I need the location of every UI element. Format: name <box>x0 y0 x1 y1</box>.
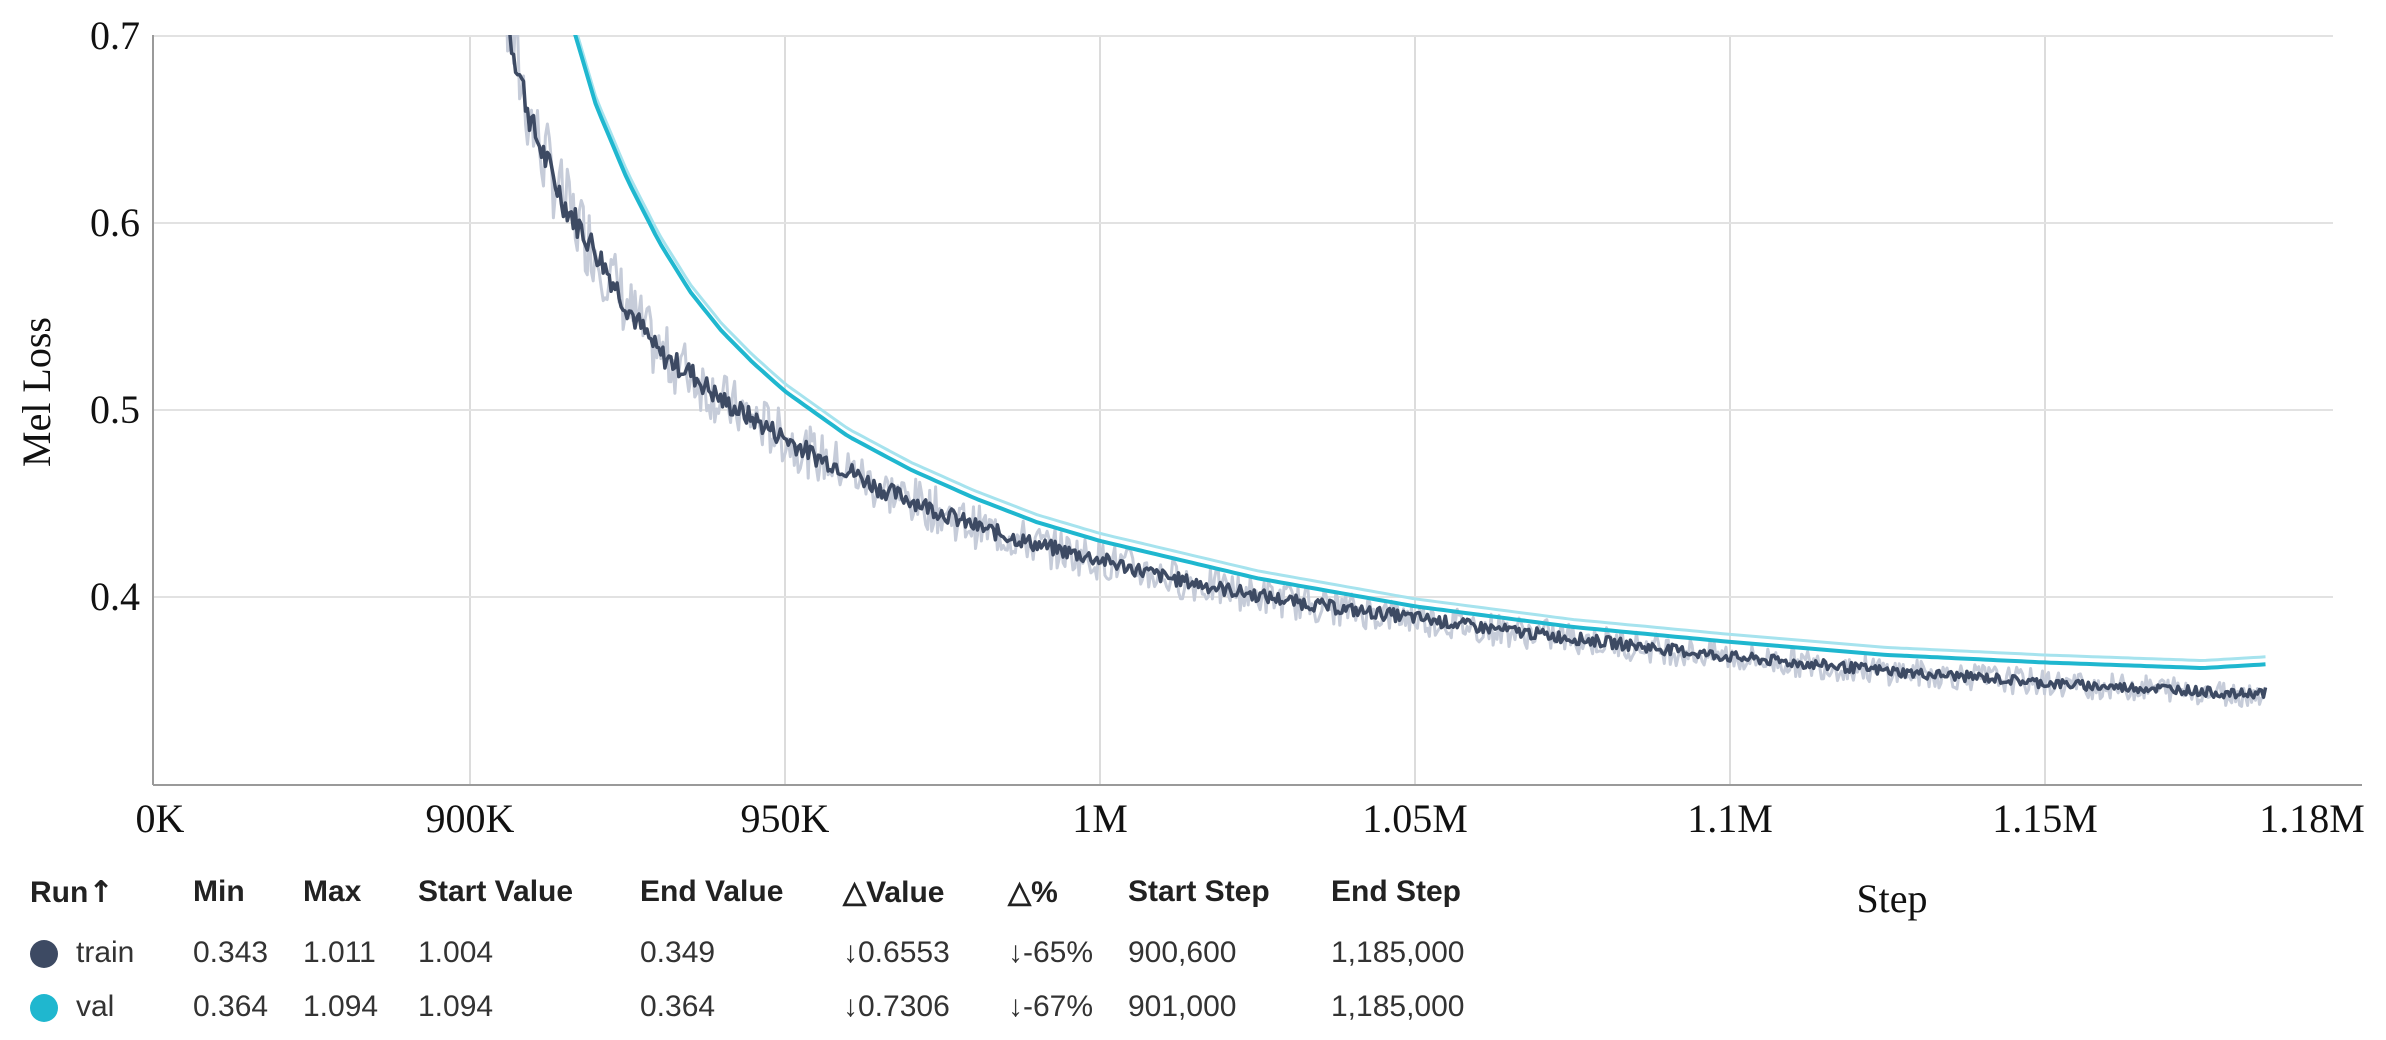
x-tick-label: 1.1M <box>1687 796 1773 841</box>
end-step-cell: 1,185,000 <box>1331 990 1465 1023</box>
end-value-cell: 0.349 <box>640 936 716 969</box>
end-value-cell: 0.364 <box>640 990 716 1023</box>
y-tick-label: 0.5 <box>90 387 140 432</box>
x-tick-labels: 0K 900K 950K 1M 1.05M 1.1M 1.15M 1.18M <box>136 796 2365 841</box>
start-value-cell: 1.004 <box>418 936 494 969</box>
x-tick-label: 0K <box>136 796 185 841</box>
header-start-step: Start Step <box>1128 875 1270 908</box>
header-run[interactable]: Run↑ <box>30 874 114 910</box>
y-tick-label: 0.6 <box>90 200 140 245</box>
end-step-cell: 1,185,000 <box>1331 936 1465 969</box>
series-color-dot <box>30 994 58 1023</box>
delta-value-cell: ↓0.7306 <box>843 990 950 1023</box>
delta-pct-cell: ↓-67% <box>1008 990 1094 1023</box>
delta-value-cell: ↓0.6553 <box>843 936 950 969</box>
series-color-dot <box>30 940 58 969</box>
sort-arrow-icon[interactable]: ↑ <box>88 874 114 910</box>
series-raw-val <box>575 35 2266 662</box>
x-axis-label: Step <box>1856 876 1927 921</box>
table-row[interactable]: train 0.343 1.011 1.004 0.349 ↓0.6553 ↓-… <box>30 926 1531 980</box>
x-tick-label: 950K <box>741 796 830 841</box>
series-line-val <box>573 35 2266 670</box>
x-tick-label: 1M <box>1072 796 1128 841</box>
run-cell[interactable]: val <box>30 980 193 1034</box>
x-tick-label: 1.05M <box>1362 796 1468 841</box>
min-cell: 0.343 <box>193 936 269 969</box>
start-step-cell: 901,000 <box>1128 990 1237 1023</box>
delta-pct-cell: ↓-65% <box>1008 936 1094 969</box>
summary-header-row: Run↑ Min Max Start Value End Value △Valu… <box>30 872 1531 926</box>
run-name: train <box>76 936 135 969</box>
header-delta-pct: △% <box>1008 875 1058 909</box>
start-step-cell: 900,600 <box>1128 936 1237 969</box>
min-cell: 0.364 <box>193 990 269 1023</box>
header-end-value: End Value <box>640 875 784 908</box>
header-start-value: Start Value <box>418 875 574 908</box>
x-tick-label: 1.18M <box>2259 796 2365 841</box>
run-name: val <box>76 990 115 1023</box>
y-tick-label: 0.7 <box>90 13 140 58</box>
x-tick-label: 900K <box>426 796 515 841</box>
max-cell: 1.011 <box>303 936 376 969</box>
header-end-step: End Step <box>1331 875 1462 908</box>
max-cell: 1.094 <box>303 990 379 1023</box>
header-min: Min <box>193 875 245 908</box>
y-tick-label: 0.4 <box>90 574 140 619</box>
y-axis-label: Mel Loss <box>14 317 59 467</box>
header-delta-value: △Value <box>843 875 945 909</box>
header-max: Max <box>303 875 362 908</box>
y-tick-labels: 0.4 0.5 0.6 0.7 <box>90 13 140 619</box>
x-tick-label: 1.15M <box>1992 796 2098 841</box>
start-value-cell: 1.094 <box>418 990 494 1023</box>
series-layer <box>505 35 2268 708</box>
table-row[interactable]: val 0.364 1.094 1.094 0.364 ↓0.7306 ↓-67… <box>30 980 1531 1034</box>
series-raw-train <box>505 35 2267 708</box>
run-cell[interactable]: train <box>30 926 193 980</box>
run-summary-table: Run↑ Min Max Start Value End Value △Valu… <box>30 872 1531 1034</box>
series-line-train <box>508 35 2268 700</box>
